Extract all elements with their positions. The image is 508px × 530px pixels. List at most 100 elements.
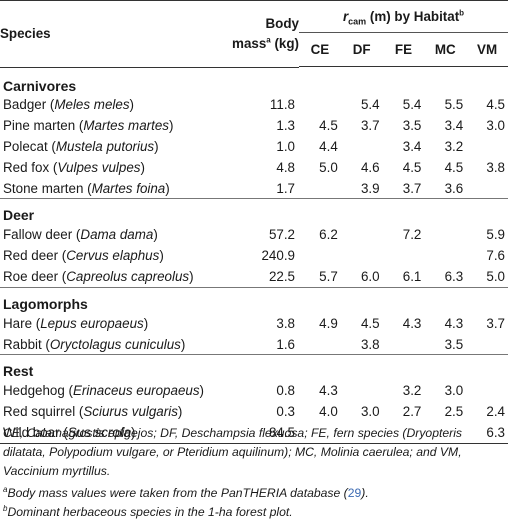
body-mass-cell: 3.8 [276, 315, 295, 331]
rcam-mc-cell: 3.2 [444, 138, 464, 154]
group-label: Rest [0, 354, 508, 381]
citation-link[interactable]: 29 [347, 486, 362, 500]
table-row: Stone marten (Martes foina) 1.7 3.9 3.7 3.6 [0, 178, 508, 199]
rcam-df-cell [341, 224, 383, 245]
common-name: Red fox ( [3, 159, 58, 175]
footnote-b: bDominant herbaceous species in the 1-ha… [3, 503, 503, 522]
latin-name: Mustela putorius [55, 138, 155, 154]
paren-close: ) [153, 227, 158, 243]
common-name: Stone marten ( [3, 180, 92, 196]
latin-name: Sciurus vulgaris [83, 404, 178, 420]
body-mass-cell: 240.9 [261, 248, 295, 264]
rcam-fe-cell: 3.4 [402, 138, 422, 154]
rcam-fe-cell [383, 245, 425, 266]
rcam-fe-cell: 6.1 [402, 268, 422, 284]
rcam-df-cell: 3.7 [360, 118, 380, 134]
species-column-header: Species [0, 0, 227, 67]
table-body: Carnivores Badger (Meles meles) 11.8 5.4 5.4… [0, 67, 508, 444]
paren-close: ) [180, 336, 186, 352]
table-row: Wild boar (Sus scrofa) 84.5 6.3 [0, 422, 508, 444]
species-cell: Red squirrel (Sciurus vulgaris) [0, 401, 227, 422]
abbreviation-note: CE, Calamagrostis epigejos; DF, Deschamp… [3, 426, 463, 478]
paren-close: ) [154, 138, 159, 154]
rcam-vm-cell [466, 178, 508, 199]
table-row: Red squirrel (Sciurus vulgaris) 0.3 4.0 3.0… [0, 401, 508, 422]
table-row: Roe deer (Capreolus capreolus) 22.5 5.7 6.0… [0, 266, 508, 287]
body-mass-cell: 1.0 [276, 138, 295, 154]
body-mass-cell: 4.8 [276, 159, 295, 175]
habitat-header-fe: FE [382, 32, 425, 67]
rcam-variable: r [342, 9, 349, 24]
body-mass-cell: 11.8 [269, 97, 295, 113]
rcam-fe-cell: 3.2 [402, 383, 422, 399]
rcam-ce-cell [299, 422, 341, 444]
rcam-ce-cell [299, 245, 341, 266]
habitat-header-ce: CE [299, 32, 341, 67]
species-cell: Rabbit (Oryctolagus cuniculus) [0, 334, 227, 355]
rcam-vm-cell: 2.4 [486, 404, 506, 420]
table-footnotes: CE, Calamagrostis epigejos; DF, Deschamp… [3, 424, 503, 522]
common-name: Wild boar ( [3, 424, 68, 440]
species-cell: Red deer (Cervus elaphus) [0, 245, 227, 266]
footnote-a-mark: a [3, 484, 8, 494]
footnote-b-mark: b [3, 503, 8, 513]
latin-name: Lepus europaeus [40, 315, 144, 331]
rcam-header-text: (m) by Habitat [366, 9, 460, 24]
group-row: Deer [0, 198, 508, 225]
footnote-a-text: Body mass values were taken from the Pan… [7, 486, 348, 500]
body-mass-column-header: Body massa (kg) [227, 0, 299, 67]
mass-header-line2: mass [232, 35, 267, 51]
common-name: Hare ( [3, 315, 41, 331]
rcam-mc-cell: 3.6 [444, 180, 464, 196]
rcam-mc-cell: 4.5 [444, 159, 464, 175]
paren-close: ) [140, 159, 145, 175]
rcam-df-cell: 3.0 [360, 404, 380, 420]
table-row: Badger (Meles meles) 11.8 5.4 5.4 5.5 4.5 [0, 95, 508, 116]
rcam-mc-cell: 5.5 [444, 97, 464, 113]
paren-close: ) [159, 248, 164, 264]
rcam-fe-cell: 5.4 [402, 97, 422, 113]
rcam-ce-cell: 4.5 [319, 118, 338, 134]
rcam-ce-cell: 5.7 [319, 268, 338, 284]
species-cell: Badger (Meles meles) [0, 95, 227, 116]
rcam-ce-cell [299, 178, 341, 199]
common-name: Roe deer ( [3, 268, 67, 284]
rcam-df-cell: 6.0 [360, 268, 380, 284]
rcam-subscript: cam [348, 16, 367, 27]
latin-name: Sus scrofa [67, 424, 132, 440]
rcam-ce-cell: 4.4 [319, 138, 338, 154]
rcam-vm-cell [466, 380, 508, 401]
table-row: Hare (Lepus europaeus) 3.8 4.9 4.5 4.3 4.3 3.7 [0, 313, 508, 334]
rcam-fe-cell: 7.2 [402, 227, 422, 243]
group-row: Rest [0, 354, 508, 381]
rcam-mc-cell: 4.3 [444, 315, 464, 331]
body-mass-cell: 1.7 [276, 180, 295, 196]
rcam-vm-cell: 3.0 [486, 118, 506, 134]
paren-close: ) [143, 315, 149, 331]
group-label: Lagomorphs [0, 286, 508, 313]
species-cell: Fallow deer (Dama dama) [0, 224, 227, 245]
rcam-vm-cell: 7.6 [486, 248, 506, 264]
habitat-header-vm: VM [466, 32, 508, 67]
table-row: Fallow deer (Dama dama) 57.2 6.2 7.2 5.9 [0, 224, 508, 245]
rcam-ce-cell [299, 334, 341, 355]
rcam-vm-cell [466, 136, 508, 157]
species-cell: Hare (Lepus europaeus) [0, 313, 227, 334]
latin-name: Cervus elaphus [66, 248, 160, 264]
rcam-ce-cell: 6.2 [319, 227, 338, 243]
species-cell: Pine marten (Martes martes) [0, 115, 227, 136]
species-cell: Wild boar (Sus scrofa) [0, 422, 227, 444]
rcam-group-header: rcam (m) by Habitatb [299, 0, 508, 33]
species-cell: Stone marten (Martes foina) [0, 178, 227, 199]
common-name: Rabbit ( [3, 336, 50, 352]
common-name: Red squirrel ( [3, 404, 84, 420]
body-mass-cell: 22.5 [268, 268, 295, 284]
rcam-df-cell [341, 380, 383, 401]
paren-close: ) [177, 404, 183, 420]
common-name: Badger ( [3, 97, 55, 113]
rcam-ce-cell: 4.3 [319, 383, 338, 399]
paren-close: ) [189, 268, 194, 284]
habitat-header-mc: MC [424, 32, 467, 67]
common-name: Fallow deer ( [3, 227, 81, 243]
